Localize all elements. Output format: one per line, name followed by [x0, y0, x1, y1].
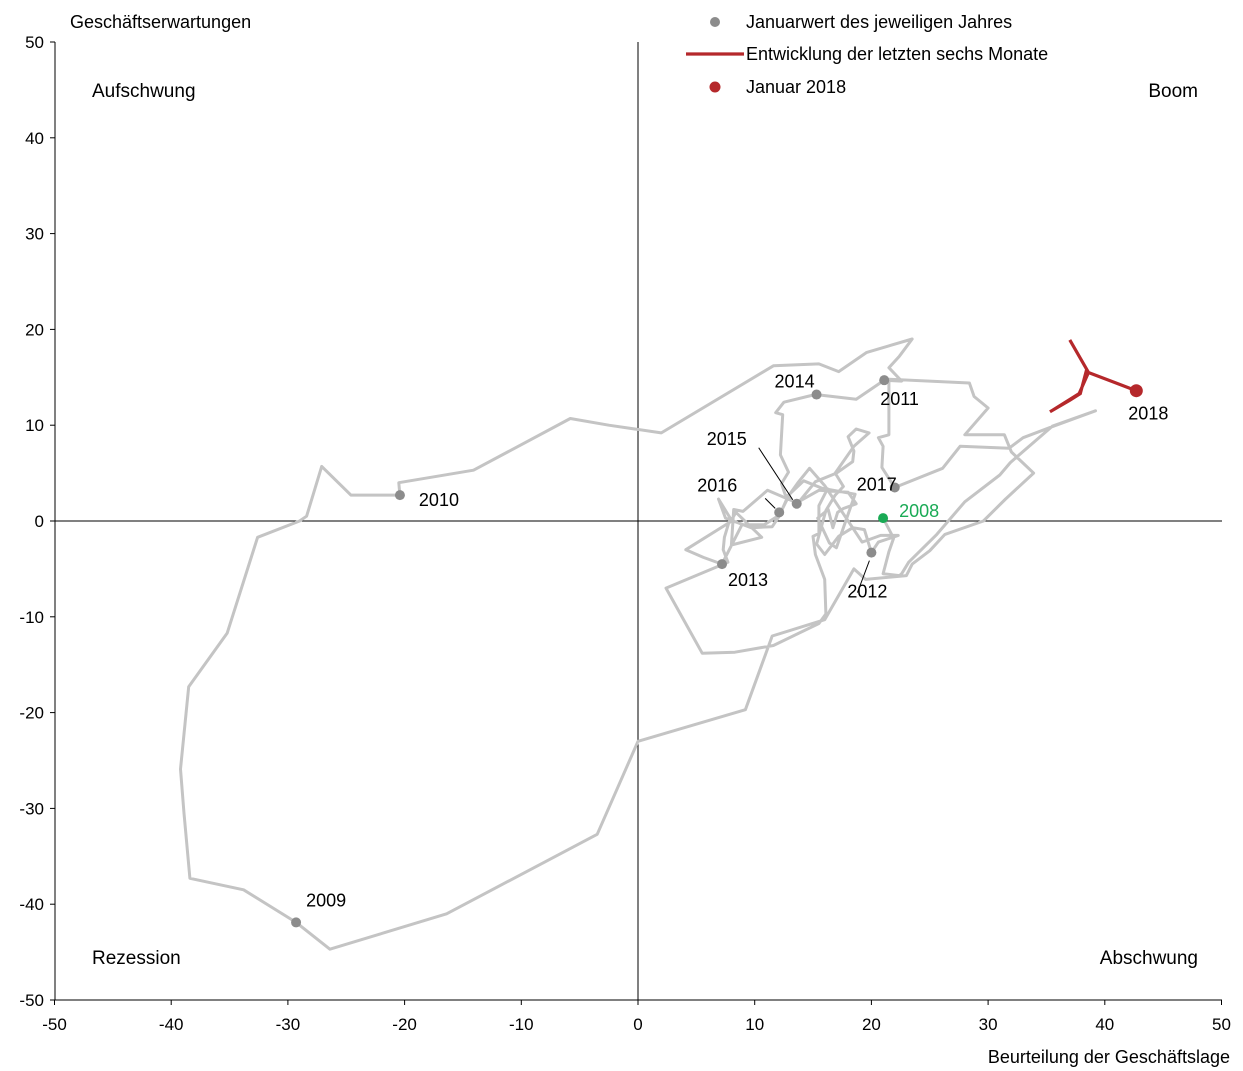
- year-label-2010: 2010: [419, 490, 459, 510]
- year-label-2018: 2018: [1128, 404, 1168, 424]
- x-tick-label: 20: [862, 1015, 881, 1034]
- y-tick-label: 10: [25, 416, 44, 435]
- y-tick-label: -40: [19, 895, 44, 914]
- year-label-2011: 2011: [880, 389, 919, 409]
- january-point-2011: [879, 375, 890, 386]
- january-point-2010: [394, 490, 405, 501]
- x-tick-label: -20: [392, 1015, 417, 1034]
- y-tick-label: 30: [25, 225, 44, 244]
- x-tick-label: 10: [745, 1015, 764, 1034]
- y-tick-label: 50: [25, 33, 44, 52]
- quadrant-label-top-right: Boom: [1148, 81, 1198, 102]
- year-label-2017: 2017: [857, 474, 897, 494]
- year-points: [291, 375, 1143, 928]
- x-tick-label: -10: [509, 1015, 534, 1034]
- leader-line-2012: [856, 560, 870, 593]
- leader-line-2015: [758, 447, 794, 501]
- y-axis-label: Geschäftserwartungen: [70, 12, 251, 32]
- january-point-2016: [774, 507, 785, 518]
- leader-line-2016: [764, 498, 776, 509]
- year-label-2012: 2012: [847, 582, 887, 602]
- legend-grey-dot: [710, 17, 720, 27]
- start-point-2008: [878, 513, 889, 524]
- quadrant-label-bottom-left: Rezession: [92, 948, 181, 969]
- year-label-2015: 2015: [707, 429, 747, 449]
- x-tick-label: 50: [1212, 1015, 1231, 1034]
- y-tick-label: 0: [35, 512, 44, 531]
- x-tick-label: 0: [633, 1015, 642, 1034]
- january-point-2012: [866, 547, 877, 558]
- y-tick-label: 40: [25, 129, 44, 148]
- legend-item-january: Januarwert des jeweiligen Jahres: [746, 12, 1012, 32]
- year-label-2016: 2016: [697, 475, 737, 495]
- year-label-2013: 2013: [728, 570, 768, 590]
- x-axis-label: Beurteilung der Geschäftslage: [988, 1047, 1230, 1067]
- series: [179, 337, 1137, 951]
- legend-item-recent: Entwicklung der letzten sechs Monate: [746, 44, 1048, 64]
- january-point-2014: [811, 389, 822, 400]
- x-tick-label: -30: [276, 1015, 301, 1034]
- quadrant-label-top-left: Aufschwung: [92, 81, 196, 102]
- legend-red-dot: [709, 81, 721, 93]
- recent-six-months-line: [1049, 339, 1137, 414]
- x-tick-label: -50: [42, 1015, 67, 1034]
- point-labels: 2009 2010 2011 2012 2013 2014 2015 2016 20172008…: [306, 372, 1168, 911]
- legend: Januarwert des jeweiligen Jahres Entwick…: [686, 12, 1048, 97]
- tick-labels: -50 -40 -30 -20 -10 0 10 20 30 40 50 -50 -40 -30 -20 -1…: [19, 33, 1231, 1034]
- history-line: [179, 337, 1097, 951]
- recent-point-2018: [1129, 384, 1143, 398]
- year-label-2009: 2009: [306, 890, 346, 910]
- x-tick-label: -40: [159, 1015, 184, 1034]
- x-tick-label: 30: [979, 1015, 998, 1034]
- y-tick-label: 20: [25, 320, 44, 339]
- january-point-2015: [791, 498, 802, 509]
- y-tick-label: -30: [19, 799, 44, 818]
- year-label-2008: 2008: [899, 501, 939, 521]
- january-point-2013: [717, 559, 728, 570]
- y-tick-label: -10: [19, 608, 44, 627]
- x-tick-label: 40: [1095, 1015, 1114, 1034]
- january-point-2009: [291, 917, 302, 928]
- y-tick-label: -50: [19, 991, 44, 1010]
- january-point-2017: [889, 482, 900, 493]
- year-label-2014: 2014: [775, 372, 815, 392]
- quadrant-label-bottom-right: Abschwung: [1100, 948, 1198, 969]
- y-tick-label: -20: [19, 704, 44, 723]
- legend-item-jan-2018: Januar 2018: [746, 77, 846, 97]
- axes: [54, 42, 1222, 1001]
